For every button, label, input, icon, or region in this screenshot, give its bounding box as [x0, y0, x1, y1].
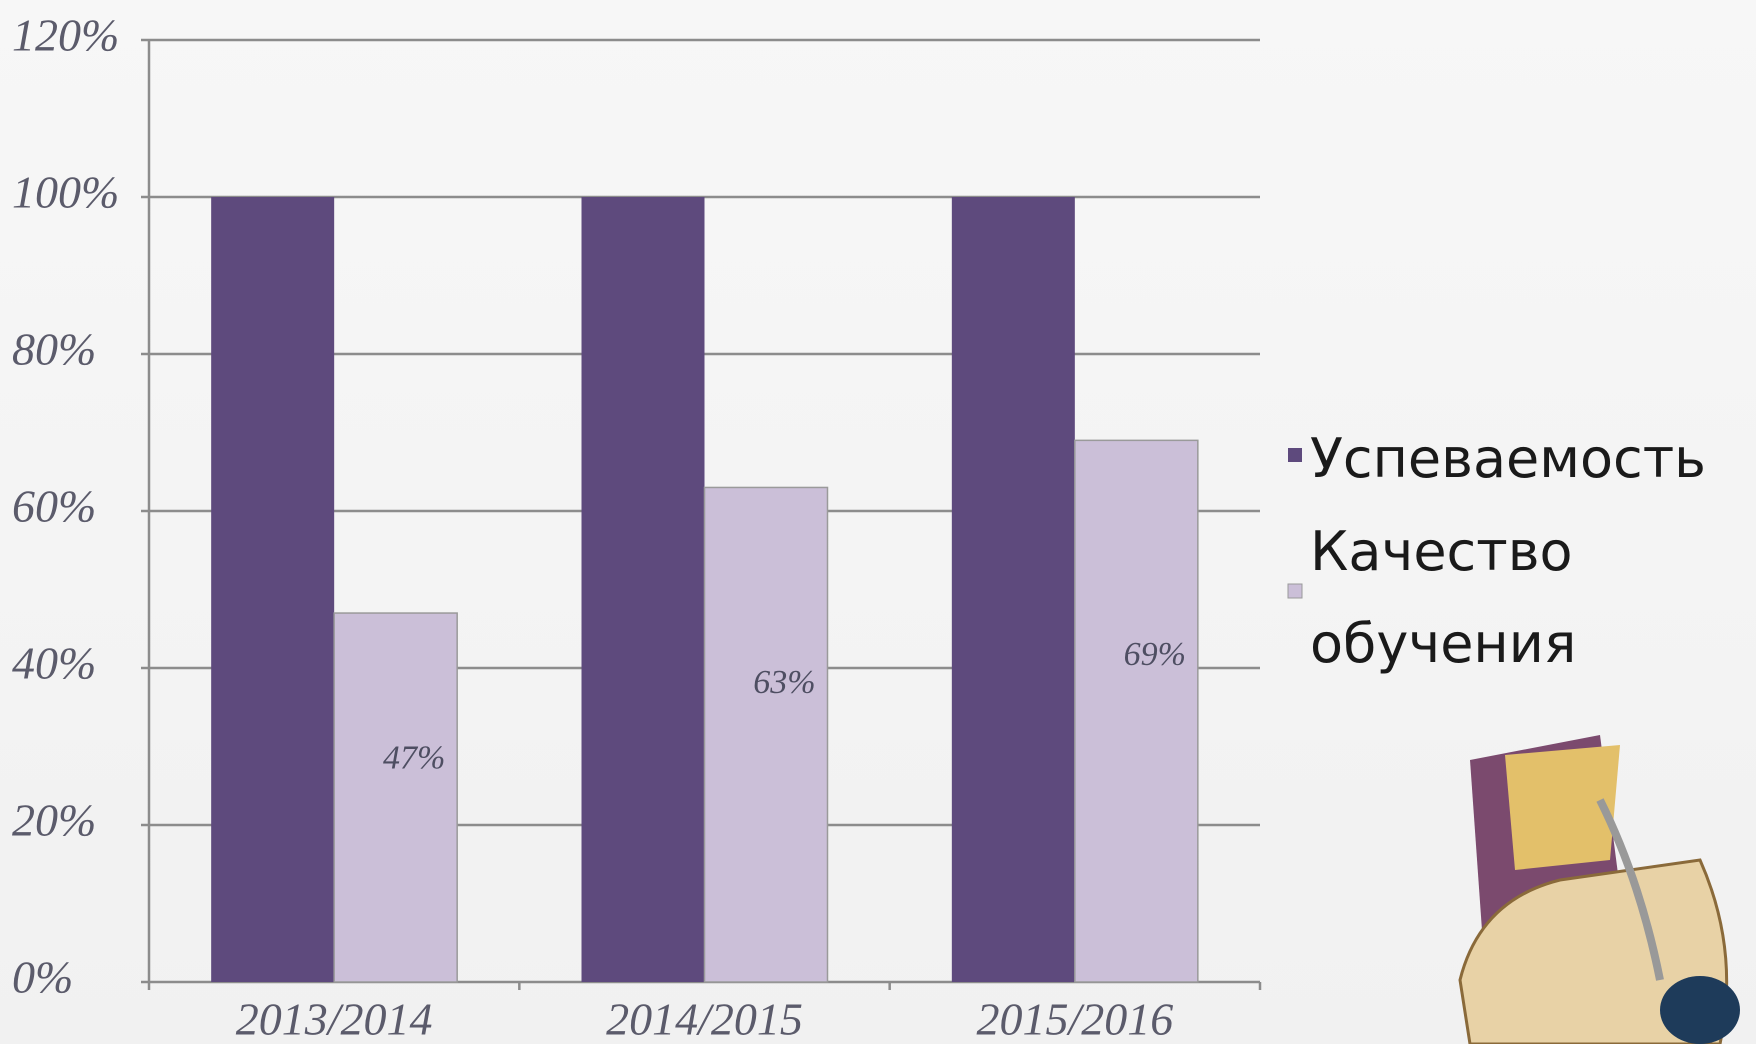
bar — [581, 197, 705, 982]
x-tick-label: 2015/2016 — [976, 994, 1173, 1044]
x-tick-label: 2013/2014 — [236, 994, 433, 1044]
y-tick-label: 60% — [12, 481, 96, 532]
decoration — [1458, 735, 1740, 1044]
y-tick-label: 80% — [12, 324, 96, 375]
y-tick-label: 120% — [12, 10, 119, 61]
bar — [703, 486, 829, 983]
bar — [333, 612, 458, 983]
data-label: 47% — [383, 739, 445, 776]
y-tick-label: 20% — [12, 795, 96, 846]
legend-label: Качество обучения — [1310, 520, 1577, 675]
y-tick-label: 0% — [12, 952, 73, 1003]
y-tick-label: 40% — [12, 638, 96, 689]
y-tick-label: 100% — [12, 167, 119, 218]
data-label: 63% — [753, 664, 815, 701]
bar — [1074, 439, 1199, 983]
data-label: 69% — [1124, 636, 1186, 673]
legend-label: Успеваемость — [1310, 427, 1707, 490]
legend-marker — [1287, 583, 1303, 599]
bar — [951, 197, 1075, 982]
legend-marker — [1288, 448, 1302, 462]
x-tick-label: 2014/2015 — [606, 994, 803, 1044]
bar — [211, 197, 335, 982]
